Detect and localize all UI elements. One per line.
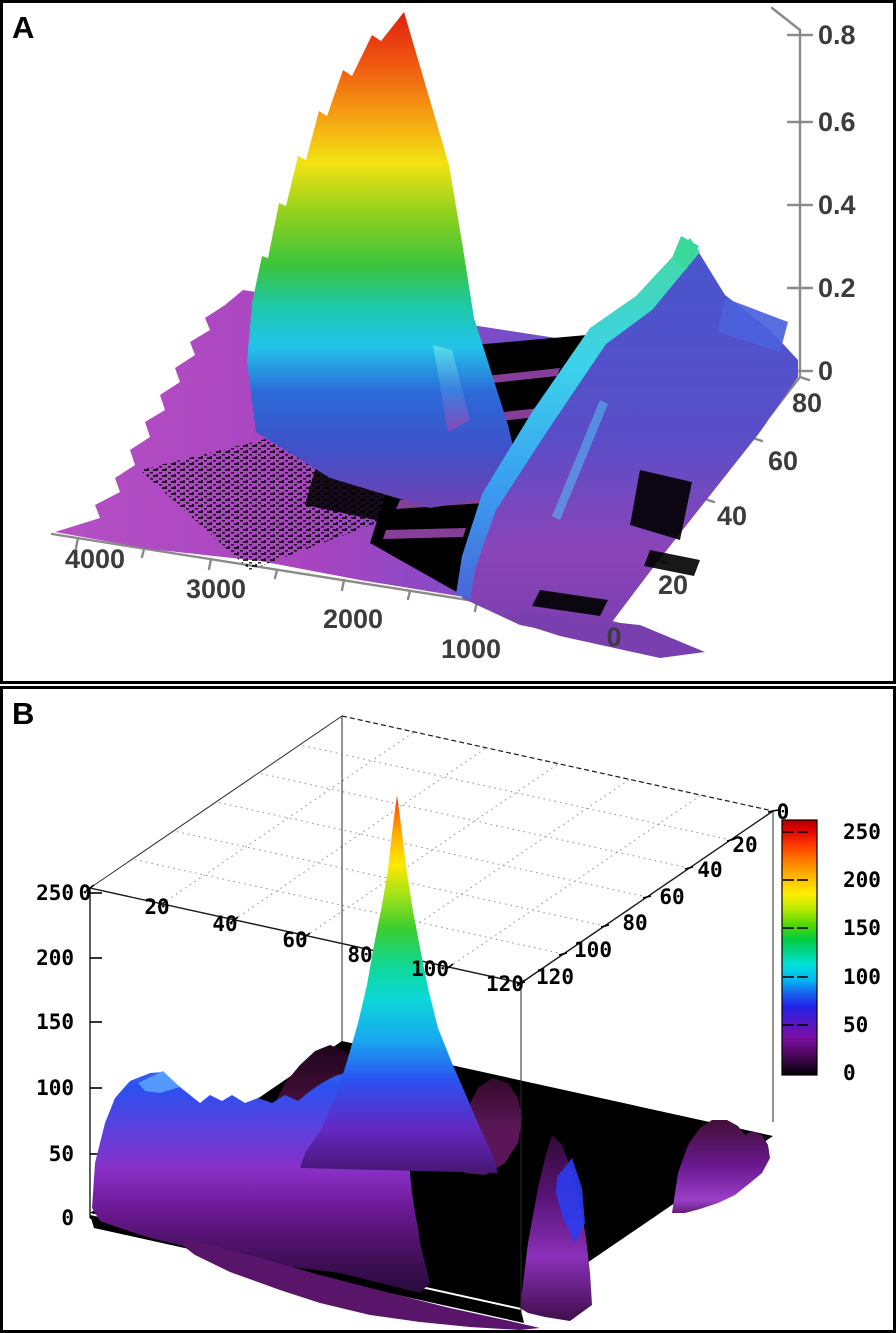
right-sheet-black-streaks: [532, 470, 700, 616]
front-wedge: [510, 612, 705, 658]
a-x-tick-3000: 3000: [186, 574, 246, 604]
front-purple-strip: [182, 1239, 540, 1330]
faint-second-crest: [552, 400, 608, 520]
a-z-tick-2: 0.4: [818, 190, 856, 220]
panel-a-labels: 0.8 0.6 0.4 0.2 0 80 60 40 20 0 4000 300…: [65, 20, 856, 664]
b-x-tick-80: 80: [347, 943, 372, 967]
far-right-mound: [672, 1120, 770, 1213]
central-peak: [300, 795, 498, 1173]
b-y-tick-20: 20: [732, 833, 757, 857]
cbar-tick-200: 200: [843, 868, 881, 892]
cbar-tick-250: 250: [843, 820, 881, 844]
b-x-tick-120: 120: [486, 972, 524, 996]
right-sheet: [462, 238, 798, 632]
b-x-tick-100: 100: [411, 957, 449, 981]
hill-blue-cap-left: [138, 1071, 180, 1093]
a-z-tick-0: 0.8: [818, 20, 856, 50]
b-z-tick-50: 50: [49, 1142, 74, 1166]
b-y-tick-0: 0: [777, 800, 790, 824]
right-sheet-blue-blob: [718, 298, 788, 352]
panel-b-letter: B: [12, 696, 34, 731]
cbar-tick-150: 150: [843, 916, 881, 940]
panel-a-letter: A: [12, 10, 34, 45]
a-y-tick-60: 60: [768, 446, 798, 476]
b-y-tick-100: 100: [574, 938, 612, 962]
b-z-tick-150: 150: [36, 1010, 74, 1034]
panel-b-labels: 250 200 150 100 50 0 0 20 40 60 80 100 1…: [36, 800, 789, 1230]
b-z-tick-200: 200: [36, 946, 74, 970]
cbar-tick-100: 100: [843, 965, 881, 989]
panel-b-grid-plane: [85, 715, 779, 987]
b-x-tick-0: 0: [79, 881, 92, 905]
cbar-tick-50: 50: [843, 1013, 868, 1037]
a-y-tick-0: 0: [606, 622, 621, 652]
cbar-tick-0: 0: [843, 1061, 856, 1085]
a-y-tick-20: 20: [658, 570, 688, 600]
a-x-tick-1000: 1000: [441, 634, 501, 664]
grid-dotted-lines: [131, 731, 732, 968]
a-z-tick-1: 0.6: [818, 107, 856, 137]
colorbar-ticks: [783, 831, 808, 1026]
b-y-tick-60: 60: [659, 885, 684, 909]
thin-ridge: [433, 345, 470, 432]
b-y-tick-80: 80: [622, 911, 647, 935]
b-y-tick-120: 120: [536, 965, 574, 989]
a-x-tick-4000: 4000: [65, 544, 125, 574]
b-x-tick-60: 60: [282, 928, 307, 952]
b-z-tick-250: 250: [36, 881, 74, 905]
a-z-tick-3: 0.2: [818, 273, 856, 303]
panel-b-surface: [90, 795, 773, 1330]
a-z-tick-4: 0: [818, 356, 833, 386]
grid-right-back-edge: [341, 715, 774, 812]
b-z-tick-0: 0: [61, 1206, 74, 1230]
a-y-tick-40: 40: [717, 501, 747, 531]
colorbar: 250 200 150 100 50 0: [781, 819, 881, 1085]
a-x-tick-2000: 2000: [323, 604, 383, 634]
panel-b: 250 200 150 100 50 0 250 200 150 100 50 …: [0, 686, 896, 1333]
b-x-tick-40: 40: [212, 912, 237, 936]
z-axis-line: [770, 6, 802, 377]
b-z-tick-100: 100: [36, 1076, 74, 1100]
front-right-mound-blue-flank: [556, 1158, 585, 1243]
secondary-ridge-tip: [672, 236, 699, 270]
panel-a-surface: [55, 12, 798, 658]
a-y-tick-80: 80: [792, 388, 822, 418]
colorbar-gradient: [781, 819, 818, 1076]
b-y-tick-40: 40: [697, 858, 722, 882]
secondary-ridge-crest: [456, 238, 700, 600]
b-x-tick-20: 20: [144, 895, 169, 919]
grid-left-back-edge: [89, 715, 343, 889]
panel-a: 0.8 0.6 0.4 0.2 0 80 60 40 20 0 4000 300…: [0, 0, 896, 684]
